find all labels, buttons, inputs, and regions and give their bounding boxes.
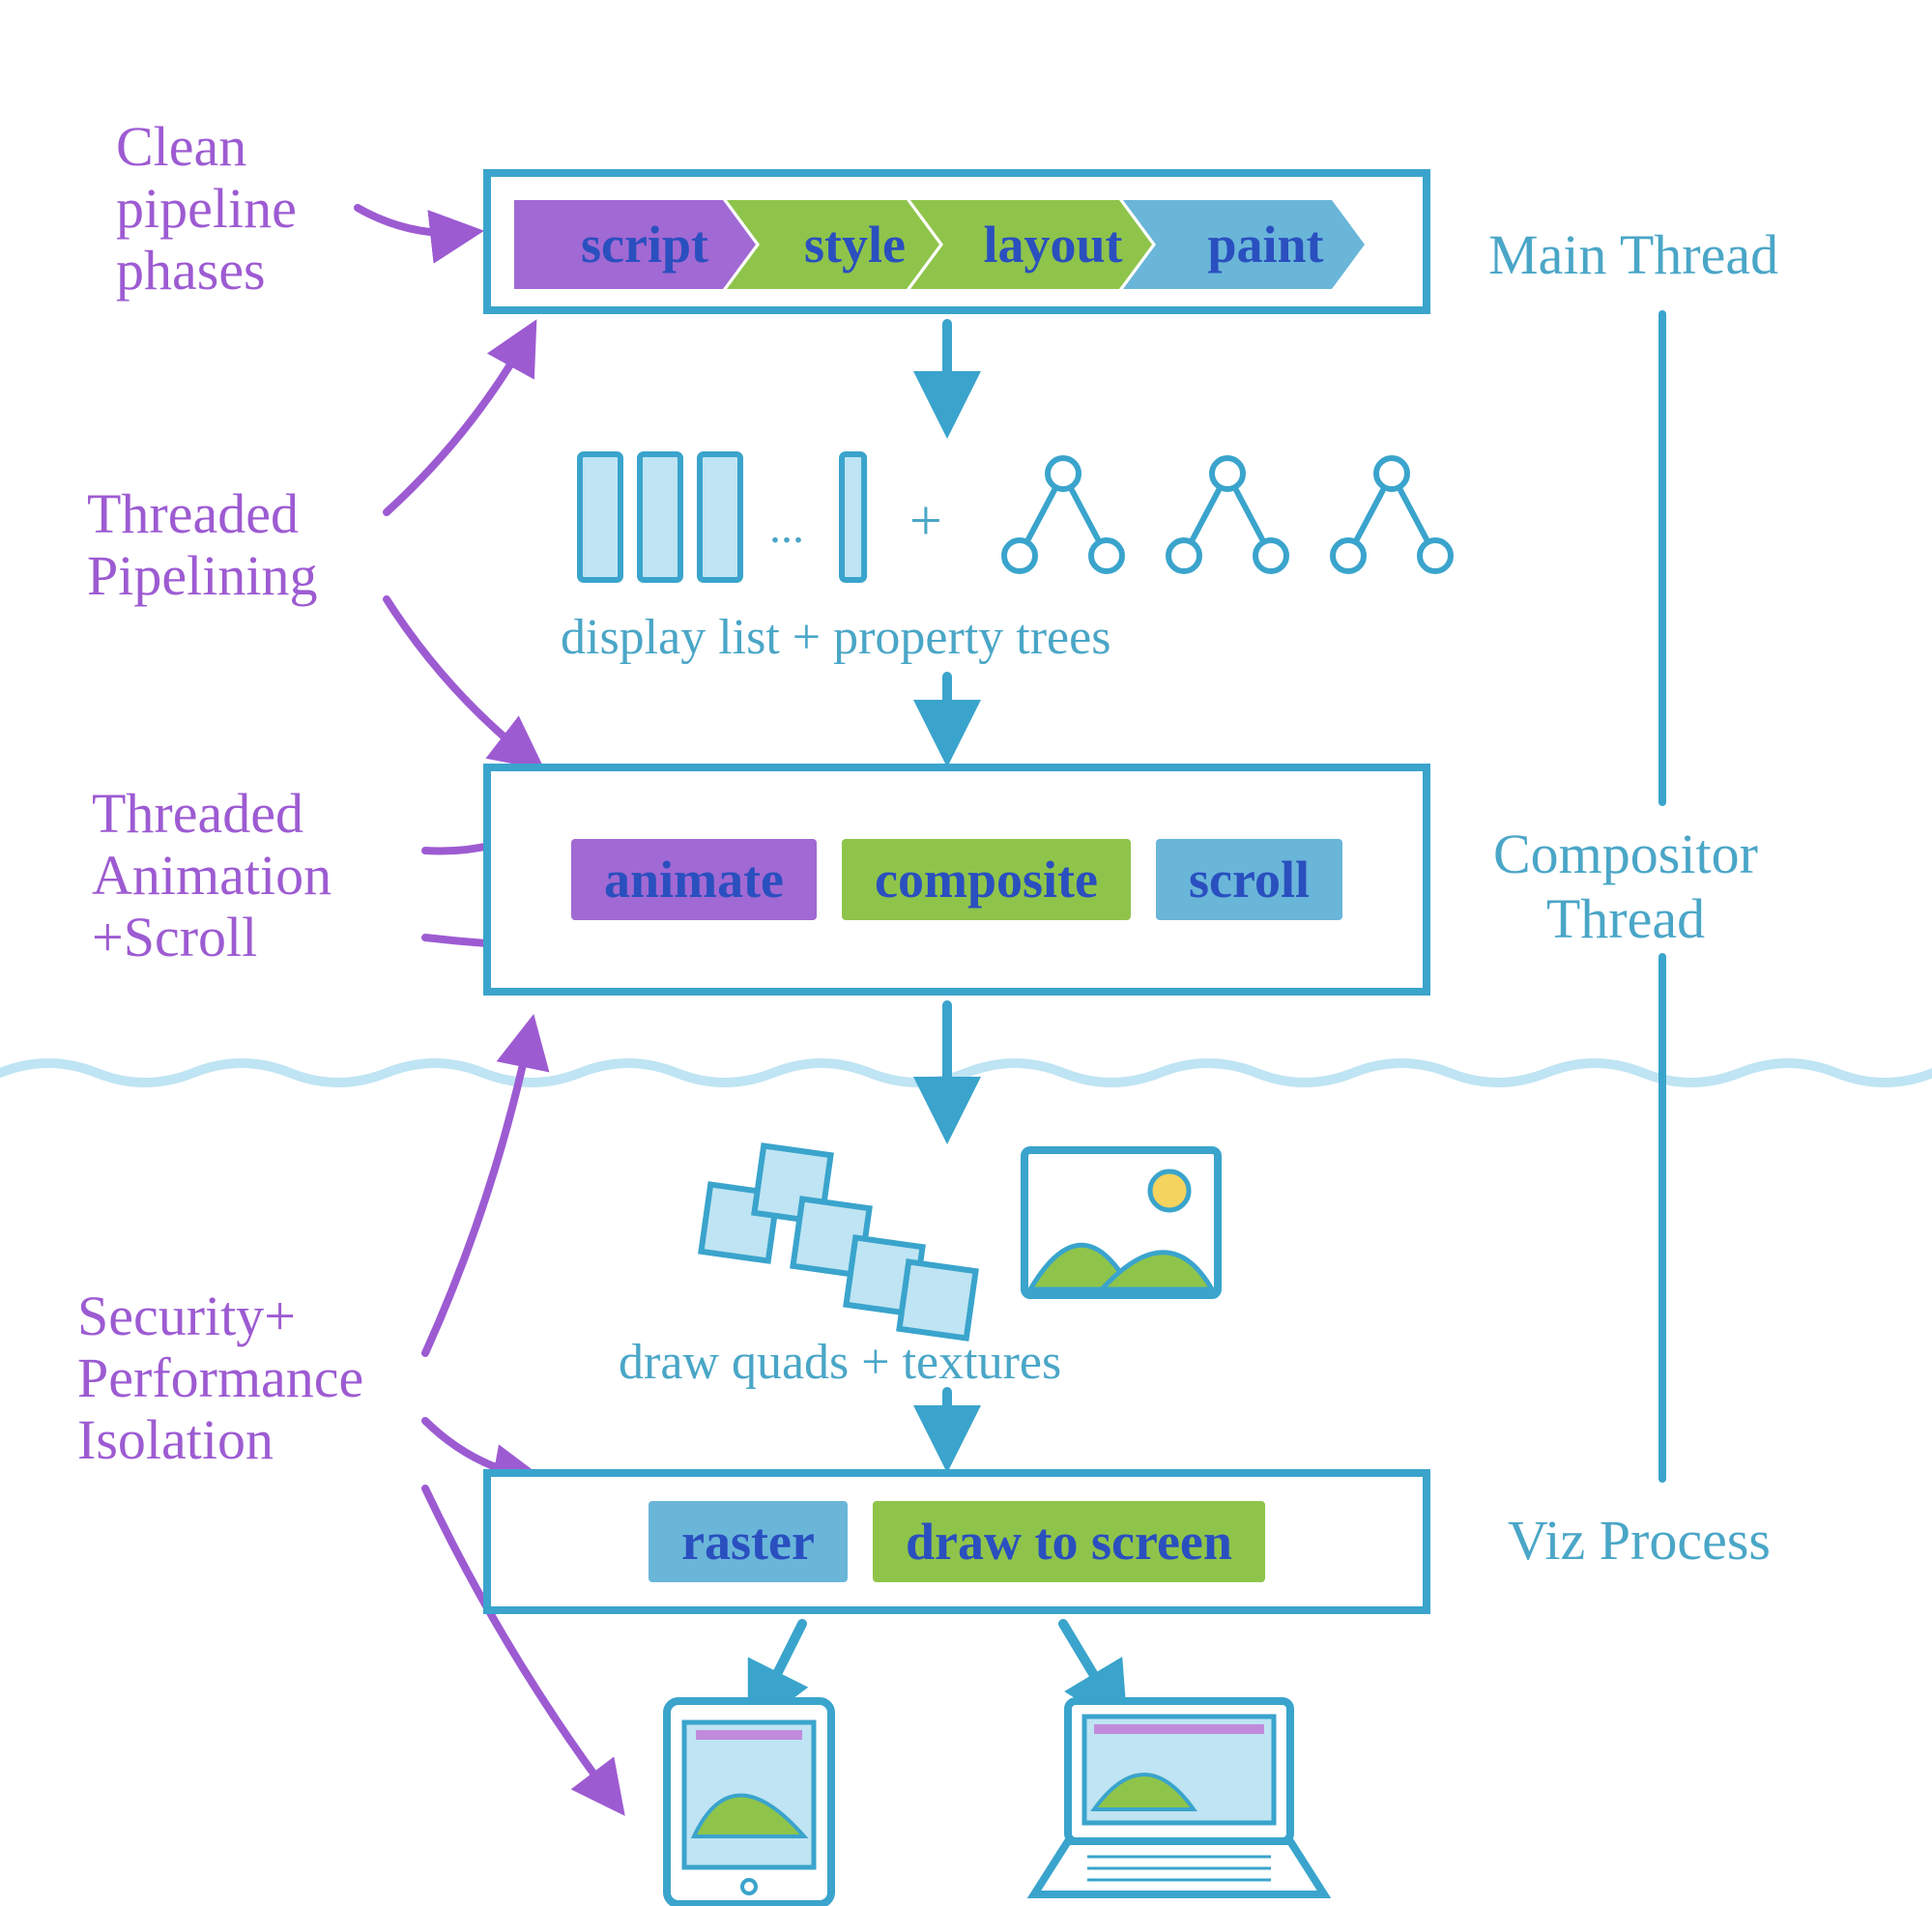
phase-paint: paint xyxy=(1123,200,1365,289)
phase-layout: layout xyxy=(910,200,1152,289)
compositor-thread-box: animate composite scroll xyxy=(483,764,1430,996)
intermediate-display-list: display list + property trees xyxy=(561,609,1110,666)
thread-label-compositor-thread: Compositor Thread xyxy=(1493,822,1758,951)
diagram-canvas: ... + Clean pipeline phases Threaded Pipel… xyxy=(0,0,1932,1906)
viz-process-box: raster draw to screen xyxy=(483,1469,1430,1614)
svg-text:...: ... xyxy=(769,502,804,553)
phase-style: style xyxy=(727,200,939,289)
svg-text:+: + xyxy=(909,488,942,552)
inline-icons: ... + xyxy=(580,454,1451,1904)
annotation-threaded-anim-scroll: Threaded Animation +Scroll xyxy=(92,783,332,967)
annotation-threaded-pipelining: Threaded Pipelining xyxy=(87,483,317,607)
annotation-security-perf: Security+ Performance Isolation xyxy=(77,1285,363,1470)
phase-scroll: scroll xyxy=(1156,839,1342,920)
phase-animate: animate xyxy=(571,839,817,920)
annotation-clean-pipeline: Clean pipeline phases xyxy=(116,116,297,301)
intermediate-draw-quads: draw quads + textures xyxy=(619,1334,1061,1391)
main-thread-box: scriptstylelayoutpaint xyxy=(483,169,1430,314)
phase-raster: raster xyxy=(649,1501,848,1582)
thread-label-viz-process: Viz Process xyxy=(1508,1508,1771,1573)
process-boundary-wave xyxy=(0,1063,1932,1083)
thread-label-main-thread: Main Thread xyxy=(1488,222,1778,287)
phase-script: script xyxy=(514,200,756,289)
phase-composite: composite xyxy=(842,839,1131,920)
phase-draw-to-screen: draw to screen xyxy=(873,1501,1265,1582)
